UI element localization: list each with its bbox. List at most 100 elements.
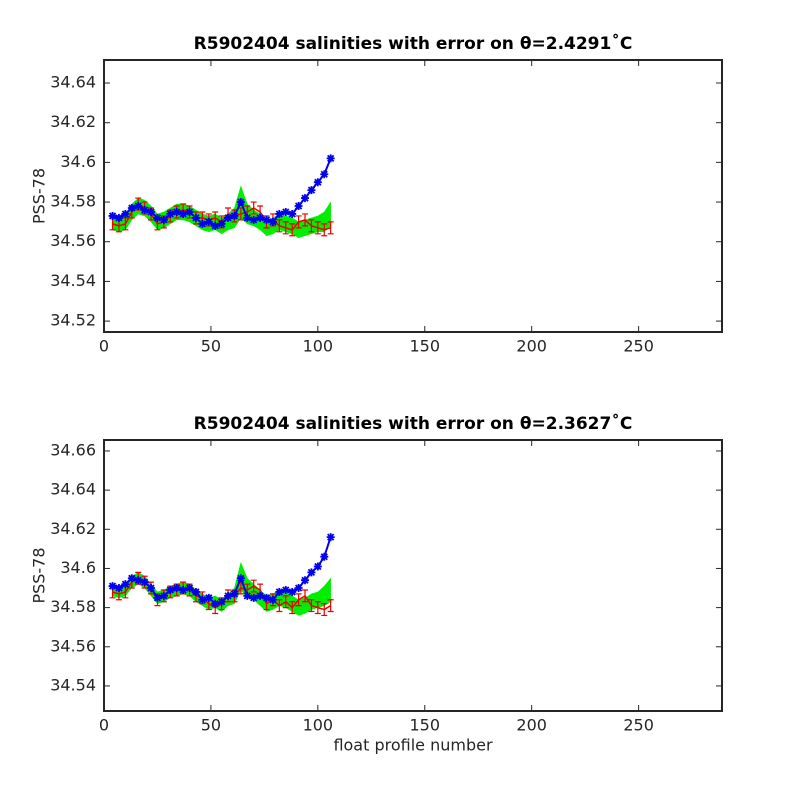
x-tick-label: 50 xyxy=(201,337,221,356)
x-tick-label: 250 xyxy=(623,337,654,356)
asterisk-marker xyxy=(198,595,207,604)
asterisk-marker xyxy=(108,582,117,591)
asterisk-marker xyxy=(198,219,207,228)
asterisk-marker xyxy=(294,584,303,593)
y-axis-label: PSS-78 xyxy=(30,547,49,603)
asterisk-marker xyxy=(320,552,329,561)
asterisk-marker xyxy=(262,215,271,224)
asterisk-marker xyxy=(172,207,181,216)
asterisk-marker xyxy=(275,587,284,596)
error-bar xyxy=(321,603,328,617)
asterisk-marker xyxy=(179,585,188,594)
x-tick-label: 100 xyxy=(303,337,334,356)
error-bar xyxy=(250,201,257,215)
asterisk-marker xyxy=(268,217,277,226)
asterisk-marker xyxy=(301,576,310,585)
asterisk-marker xyxy=(108,211,117,220)
asterisk-marker xyxy=(140,205,149,214)
asterisk-marker xyxy=(275,209,284,218)
asterisk-marker xyxy=(268,595,277,604)
error-bar xyxy=(282,595,289,609)
error-bar xyxy=(327,221,334,235)
asterisk-marker xyxy=(249,593,258,602)
asterisk-marker xyxy=(294,202,303,211)
asterisk-marker xyxy=(236,198,245,207)
x-tick-label: 200 xyxy=(516,337,547,356)
asterisk-marker xyxy=(166,209,175,218)
asterisk-marker xyxy=(281,207,290,216)
y-tick-label: 34.66 xyxy=(50,440,96,459)
asterisk-marker xyxy=(121,209,130,218)
error-band xyxy=(311,215,319,235)
asterisk-marker xyxy=(217,597,226,606)
error-bar xyxy=(282,221,289,235)
error-bar xyxy=(295,215,302,229)
x-tick-label: 200 xyxy=(516,716,547,735)
asterisk-marker xyxy=(114,584,123,593)
error-band xyxy=(298,219,306,239)
asterisk-marker xyxy=(313,562,322,571)
y-tick-label: 34.64 xyxy=(50,73,96,92)
asterisk-marker xyxy=(288,209,297,218)
error-bar xyxy=(314,601,321,615)
error-bar xyxy=(321,223,328,237)
asterisk-marker xyxy=(134,202,143,211)
asterisk-marker xyxy=(262,593,271,602)
asterisk-marker xyxy=(230,211,239,220)
asterisk-marker xyxy=(288,587,297,596)
x-tick-label: 0 xyxy=(99,716,109,735)
asterisk-marker xyxy=(301,194,310,203)
error-band xyxy=(324,577,331,607)
asterisk-marker xyxy=(281,585,290,594)
x-tick-label: 50 xyxy=(201,716,221,735)
asterisk-marker xyxy=(140,578,149,587)
asterisk-marker xyxy=(121,580,130,589)
y-tick-label: 34.54 xyxy=(50,271,96,290)
y-tick-label: 34.6 xyxy=(60,152,96,171)
y-tick-label: 34.58 xyxy=(50,597,96,616)
asterisk-marker xyxy=(153,213,162,222)
error-bar xyxy=(308,219,315,233)
y-tick-label: 34.64 xyxy=(50,480,96,499)
x-tick-label: 150 xyxy=(409,716,440,735)
asterisk-marker xyxy=(166,585,175,594)
error-band xyxy=(317,585,325,608)
asterisk-marker xyxy=(243,591,252,600)
asterisk-marker xyxy=(320,170,329,179)
asterisk-marker xyxy=(204,217,213,226)
error-bar xyxy=(289,601,296,615)
error-band xyxy=(298,597,306,616)
asterisk-marker xyxy=(217,219,226,228)
asterisk-marker xyxy=(204,593,213,602)
y-tick-label: 34.54 xyxy=(50,675,96,694)
asterisk-marker xyxy=(127,204,136,213)
asterisk-marker xyxy=(224,591,233,600)
asterisk-marker xyxy=(179,209,188,218)
y-axis-label: PSS-78 xyxy=(30,168,49,224)
asterisk-marker xyxy=(159,215,168,224)
y-tick-label: 34.58 xyxy=(50,192,96,211)
asterisk-marker xyxy=(313,178,322,187)
y-tick-label: 34.62 xyxy=(50,112,96,131)
error-bar xyxy=(276,599,283,613)
asterisk-marker xyxy=(114,213,123,222)
error-band xyxy=(324,201,331,233)
asterisk-marker xyxy=(127,574,136,583)
x-tick-label: 250 xyxy=(623,716,654,735)
asterisk-marker xyxy=(249,215,258,224)
error-band xyxy=(285,215,293,235)
x-tick-label: 100 xyxy=(303,716,334,735)
axes-box xyxy=(103,439,723,712)
y-tick-label: 34.56 xyxy=(50,636,96,655)
asterisk-marker xyxy=(256,213,265,222)
asterisk-marker xyxy=(191,213,200,222)
error-bar xyxy=(276,219,283,233)
asterisk-marker xyxy=(224,213,233,222)
asterisk-marker xyxy=(307,568,316,577)
x-tick-label: 150 xyxy=(409,337,440,356)
asterisk-marker xyxy=(243,213,252,222)
asterisk-marker xyxy=(134,576,143,585)
asterisk-marker xyxy=(185,207,194,216)
error-bar xyxy=(302,589,309,603)
y-tick-label: 34.52 xyxy=(50,311,96,330)
